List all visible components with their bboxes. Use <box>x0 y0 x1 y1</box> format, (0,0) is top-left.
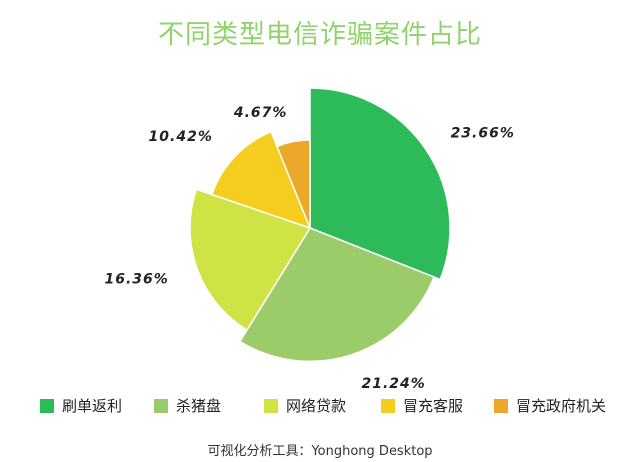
legend-label-2: 网络贷款 <box>286 397 347 415</box>
pie-slice-3[interactable] <box>210 130 312 230</box>
legend-label-0: 刷单返利 <box>62 397 123 415</box>
legend-label-1: 杀猪盘 <box>176 397 222 415</box>
slice-label-4: 4.67% <box>233 105 288 121</box>
legend-swatch-3 <box>381 398 395 413</box>
slice-label-2: 16.36% <box>104 272 168 288</box>
footer-credit: 可视化分析工具：Yonghong Desktop <box>207 444 433 459</box>
legend-item-4[interactable]: 冒充政府机关 <box>494 395 606 416</box>
pie-slice-4[interactable] <box>276 139 311 229</box>
slice-label-3: 10.42% <box>149 129 213 145</box>
slice-label-0: 23.66% <box>451 125 515 141</box>
legend-item-3[interactable]: 冒充客服 <box>381 395 463 416</box>
legend-label-3: 冒充客服 <box>403 397 464 415</box>
legend-item-2[interactable]: 网络贷款 <box>264 395 346 416</box>
legend-swatch-0 <box>40 398 54 413</box>
slice-label-1: 21.24% <box>361 376 425 390</box>
legend-swatch-4 <box>494 398 508 413</box>
chart-legend: 刷单返利 杀猪盘 网络贷款 冒充客服 冒充政府机关 <box>40 395 620 419</box>
legend-item-0[interactable]: 刷单返利 <box>40 395 122 416</box>
chart-title: 不同类型电信诈骗案件占比 <box>157 20 482 50</box>
pie-slice-0[interactable] <box>309 87 451 281</box>
pie-slice-2[interactable] <box>189 188 312 332</box>
legend-label-4: 冒充政府机关 <box>516 397 607 415</box>
legend-swatch-2 <box>264 398 278 413</box>
legend-item-1[interactable]: 杀猪盘 <box>154 395 221 416</box>
pie-slice-1[interactable] <box>238 227 436 363</box>
legend-swatch-1 <box>154 398 168 413</box>
pie-chart: 23.66% 21.24% 16.36% 10.42% 4.67% <box>104 87 515 390</box>
